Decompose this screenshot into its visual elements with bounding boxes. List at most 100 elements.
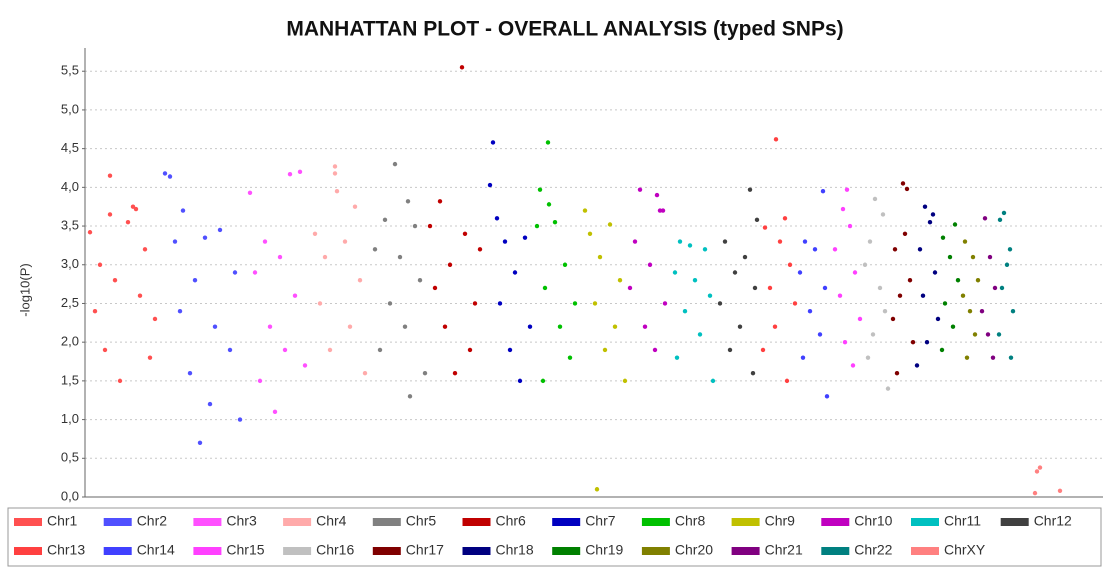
snp-point [812, 247, 818, 252]
snp-point [872, 196, 878, 202]
snp-point [442, 324, 448, 329]
snp-point [342, 239, 348, 244]
legend-swatch [462, 518, 491, 526]
snp-point [932, 270, 938, 275]
snp-point [147, 355, 153, 360]
snp-point [996, 332, 1002, 337]
snp-point [902, 231, 908, 236]
snp-point [467, 347, 473, 353]
snp-point [527, 324, 533, 329]
snp-point [522, 235, 528, 240]
snp-point [682, 309, 688, 314]
snp-point [167, 174, 173, 179]
snp-point [747, 187, 753, 192]
snp-point [964, 355, 970, 360]
snp-point [687, 243, 693, 248]
snp-point [702, 247, 708, 252]
legend-swatch [103, 518, 132, 526]
snp-point [917, 247, 923, 252]
snp-point [534, 223, 540, 229]
snp-point [546, 202, 552, 207]
snp-point [87, 230, 93, 235]
snp-point [960, 293, 966, 298]
legend-swatch [14, 518, 42, 526]
y-tick-label: 0,0 [61, 488, 79, 503]
snp-point [552, 219, 558, 225]
snp-point [802, 239, 808, 244]
snp-point [187, 370, 193, 376]
snp-point [617, 278, 623, 283]
snp-point [267, 324, 273, 329]
snp-point [412, 223, 418, 229]
snp-point [1037, 465, 1043, 470]
legend-label: Chr19 [585, 542, 623, 558]
snp-point [257, 378, 263, 384]
snp-point [392, 161, 398, 167]
snp-point [447, 262, 453, 267]
snp-point [1004, 262, 1010, 267]
legend-swatch [372, 547, 401, 555]
snp-point [975, 278, 981, 283]
snp-point [247, 190, 253, 195]
snp-point [935, 316, 941, 322]
snp-point [357, 278, 363, 283]
snp-point [262, 239, 268, 244]
snp-point [427, 223, 433, 229]
legend-label: Chr18 [496, 542, 534, 558]
legend-label: ChrXY [944, 542, 986, 558]
snp-point [822, 285, 828, 291]
legend-label: Chr17 [406, 542, 444, 558]
legend-label: Chr22 [854, 542, 892, 558]
y-tick-label: 0,5 [61, 450, 79, 465]
legend-label: Chr12 [1034, 513, 1072, 529]
snp-point [587, 231, 593, 236]
snp-point [800, 355, 806, 360]
snp-point [979, 309, 985, 314]
snp-point [750, 370, 756, 376]
snp-point [890, 316, 896, 322]
snp-point [847, 223, 853, 229]
legend-swatch [821, 547, 850, 555]
legend-label: Chr11 [944, 513, 981, 529]
snp-point [942, 301, 948, 306]
snp-point [772, 324, 778, 329]
snp-point [142, 247, 148, 252]
legend-swatch [911, 518, 939, 526]
snp-point [217, 227, 223, 233]
snp-point [487, 182, 493, 188]
snp-point [867, 239, 873, 244]
legend-label: Chr9 [765, 513, 796, 529]
legend-swatch [103, 547, 132, 555]
snp-point [950, 324, 956, 329]
snp-point [459, 65, 465, 70]
snp-point [102, 347, 108, 353]
snp-point [737, 324, 743, 329]
snp-point [897, 293, 903, 298]
snp-point [654, 192, 660, 198]
snp-point [334, 189, 340, 194]
snp-point [592, 301, 598, 306]
snp-point [837, 293, 843, 298]
snp-point [722, 239, 728, 244]
snp-point [982, 216, 988, 221]
y-tick-label: 1,0 [61, 411, 79, 426]
y-tick-label: 3,5 [61, 217, 79, 232]
y-tick-label: 3,0 [61, 256, 79, 271]
snp-point [540, 378, 546, 384]
snp-point [852, 270, 858, 275]
snp-point [857, 316, 863, 322]
snp-point [607, 222, 613, 227]
snp-point [662, 301, 668, 306]
snp-point [920, 293, 926, 298]
y-tick-label: 5,5 [61, 63, 79, 78]
snp-point [773, 137, 779, 142]
snp-point [107, 173, 113, 178]
snp-point [939, 347, 945, 353]
snp-point [707, 293, 713, 298]
chart-title: MANHATTAN PLOT - OVERALL ANALYSIS (typed… [286, 18, 843, 41]
snp-point [302, 363, 308, 368]
snp-point [472, 301, 478, 306]
snp-point [824, 394, 830, 399]
snp-point [672, 270, 678, 275]
snp-point [784, 378, 790, 384]
